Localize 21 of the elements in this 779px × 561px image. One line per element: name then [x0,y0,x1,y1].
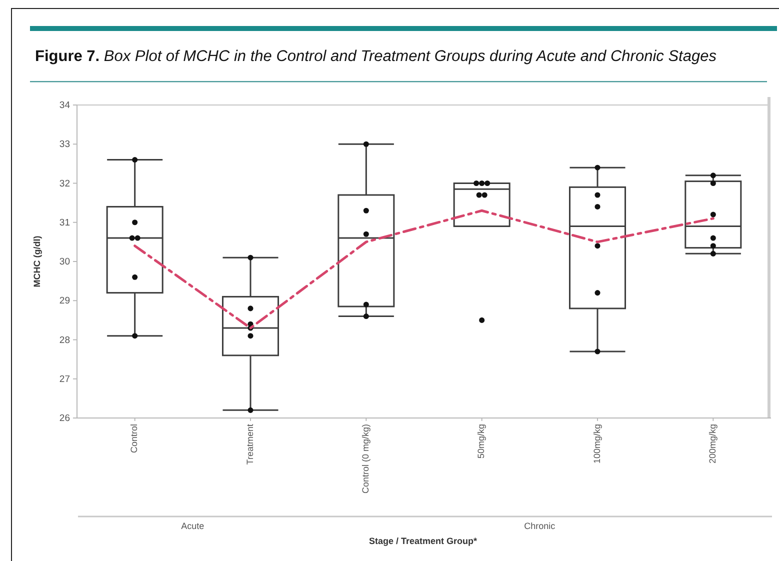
y-tick-label: 30 [59,256,70,268]
x-axis-title: Stage / Treatment Group* [368,536,478,546]
y-tick-label: 29 [59,296,70,307]
y-tick-label: 34 [59,100,70,112]
y-axis-title: MCHC (g/dl) [32,236,42,288]
y-tick-label: 31 [59,217,70,228]
chart-title: Figure 7. Box Plot of MCHC in the Control and Treatment Groups during Acute and Chronic Stages [35,48,717,65]
text: Acute [181,521,204,531]
y-tick-label: 27 [59,374,70,385]
line-series [134,209,714,330]
x-tick-label: 200mg/kg [708,424,718,464]
text: Chronic [524,521,556,531]
y-tick-label: 26 [59,413,70,424]
x-tick-label: Control [129,424,140,454]
x-tick-label: 100mg/kg [592,424,602,464]
y-tick-label: 32 [59,178,70,190]
y-tick-label: 33 [59,139,70,150]
x-tick-label: 50mg/kg [476,424,486,459]
x-tick-label: Treatment [244,424,255,465]
y-tick-label: 28 [59,334,70,346]
x-tick-label: Control (0 mg/kg) [360,424,371,494]
